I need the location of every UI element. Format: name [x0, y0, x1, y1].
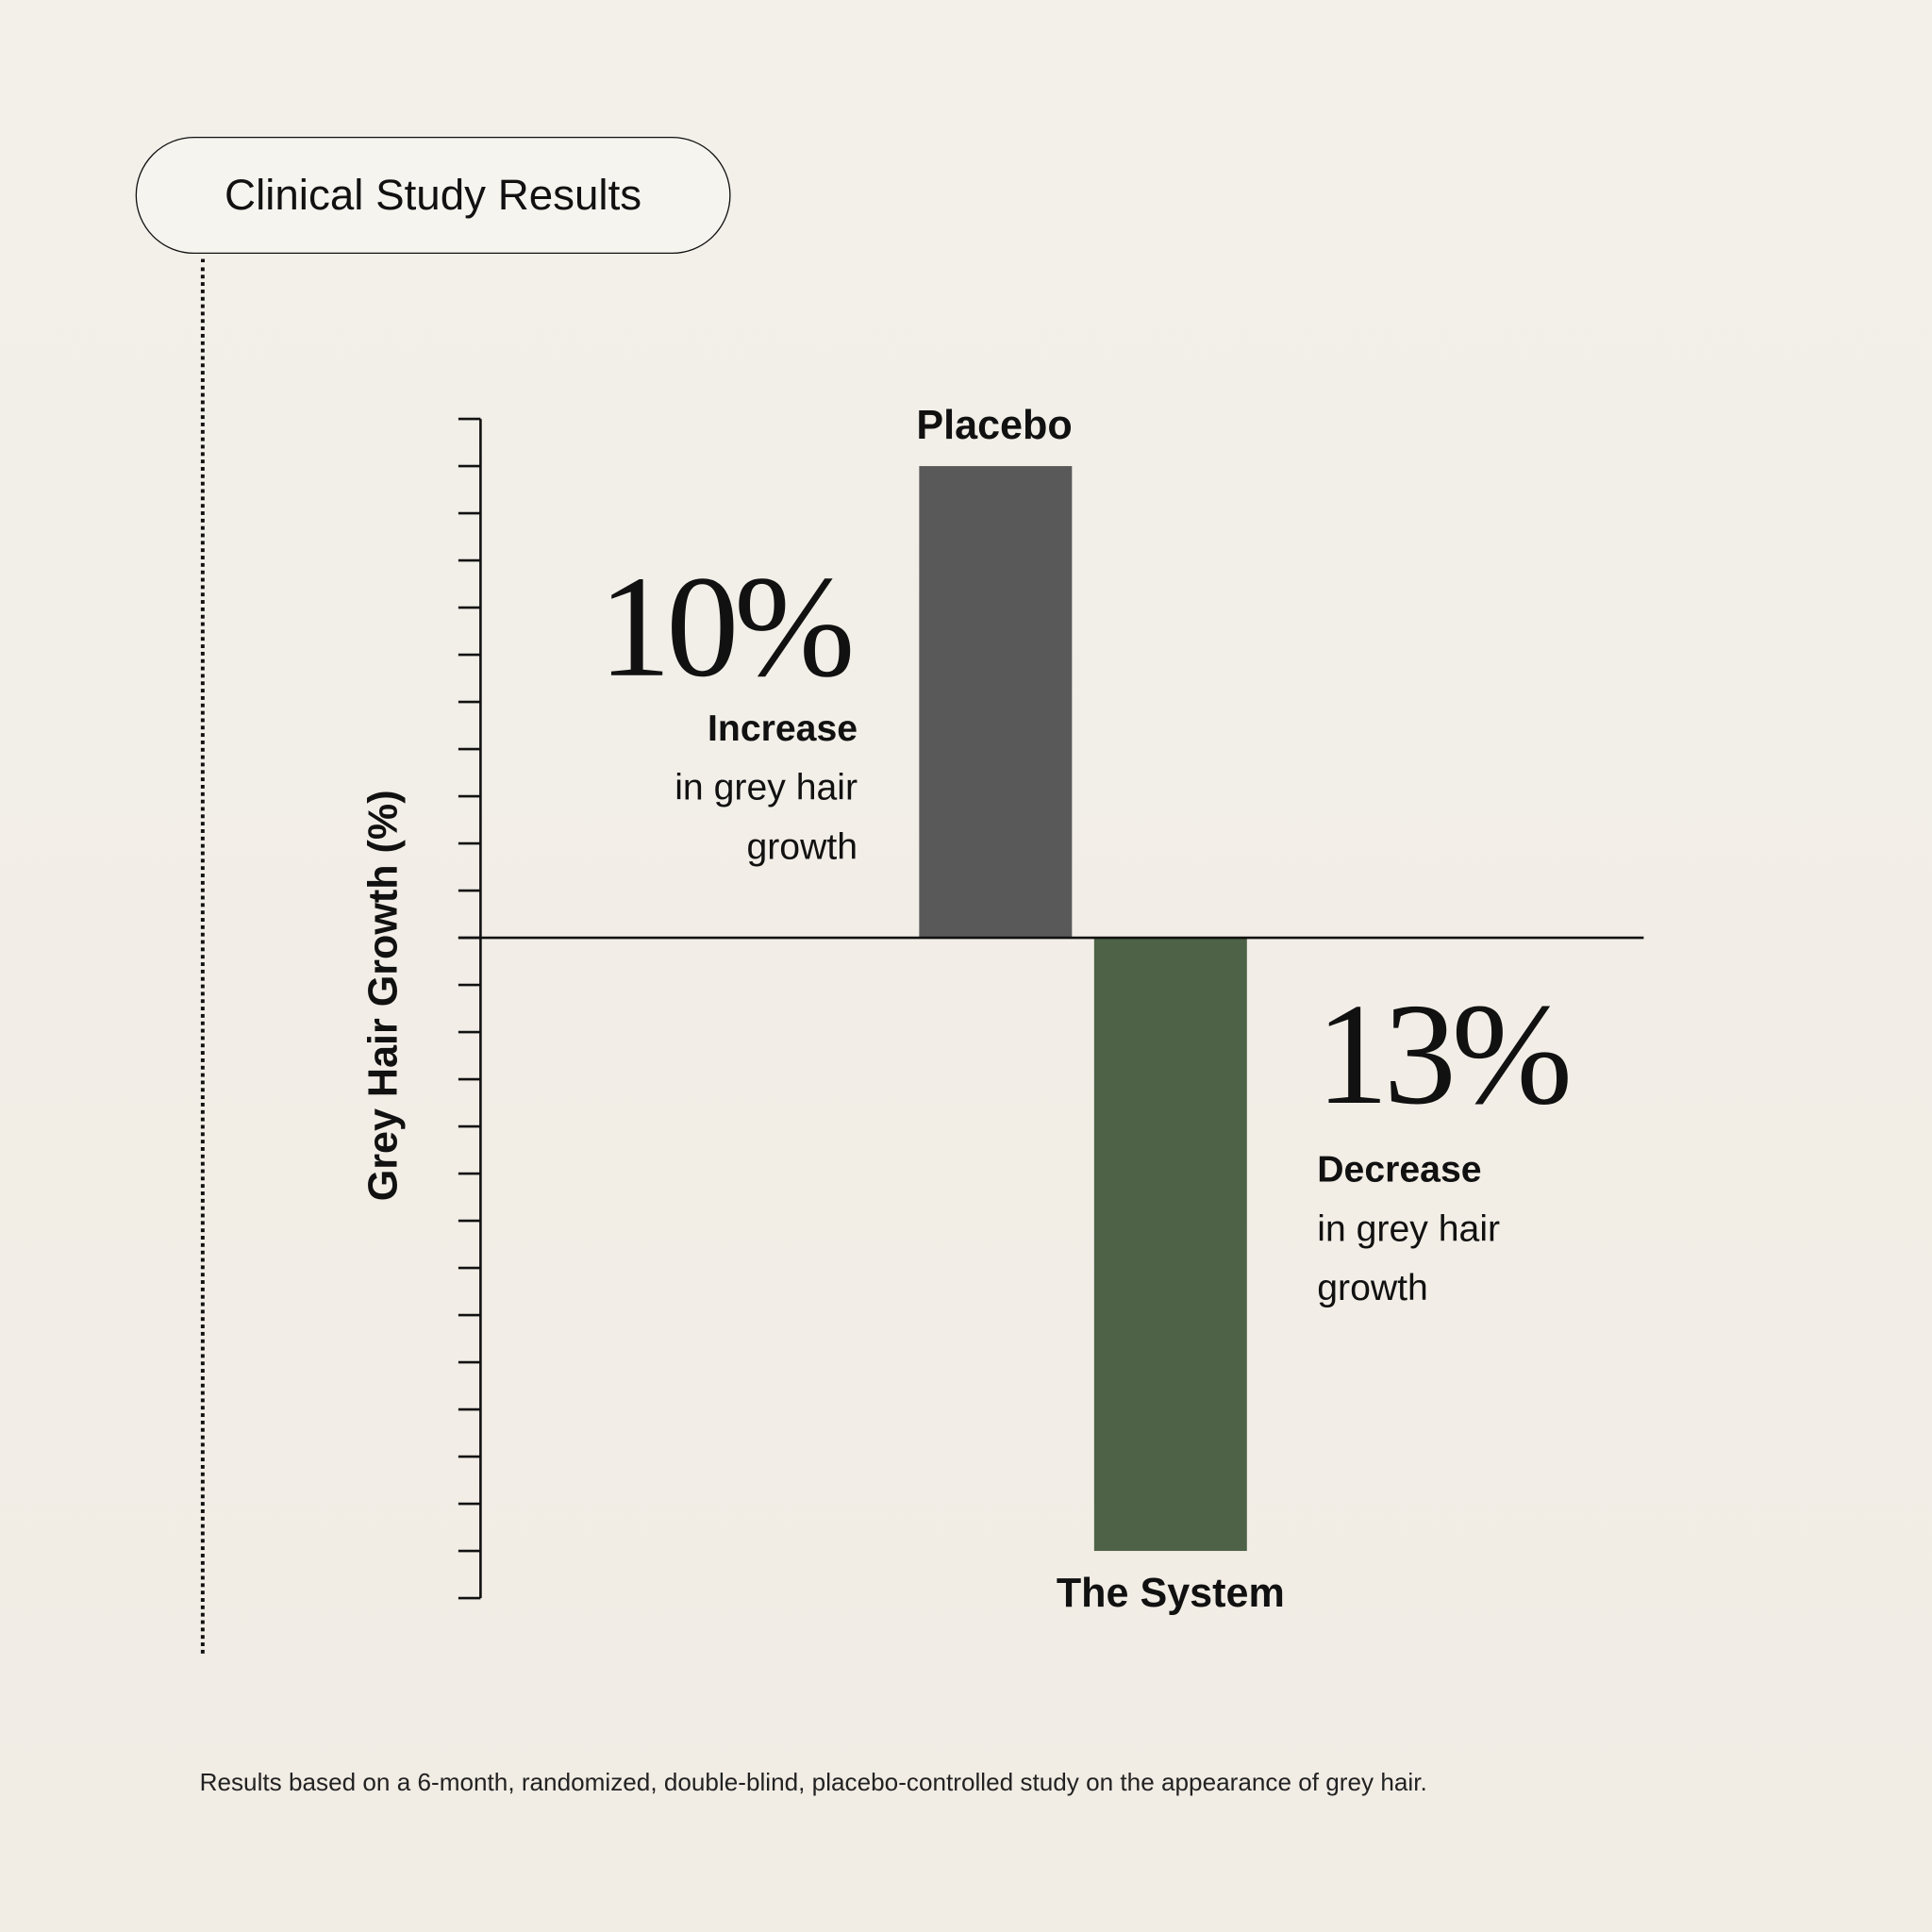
- y-axis-label: Grey Hair Growth (%): [359, 790, 406, 1202]
- bar-placebo: [919, 466, 1073, 939]
- placebo-value: 10%: [598, 545, 855, 708]
- title-badge: Clinical Study Results: [135, 136, 731, 255]
- system-description: Decrease in grey hair growth: [1317, 1141, 1500, 1318]
- footnote: Results based on a 6-month, randomized, …: [199, 1769, 1427, 1797]
- system-value: 13%: [1315, 973, 1573, 1135]
- bar-the-system: [1093, 938, 1247, 1552]
- category-label-the-system: The System: [1056, 1569, 1285, 1616]
- placebo-headline: Increase: [708, 708, 858, 750]
- placebo-description: Increase in grey hair growth: [675, 700, 858, 877]
- system-desc-line1: in grey hair: [1317, 1208, 1501, 1250]
- system-desc-line2: growth: [1317, 1267, 1428, 1309]
- title: Clinical Study Results: [225, 170, 642, 219]
- system-headline: Decrease: [1317, 1149, 1482, 1191]
- dotted-guide-line: [200, 258, 205, 1654]
- placebo-desc-line1: in grey hair: [675, 767, 858, 808]
- placebo-desc-line2: growth: [746, 826, 858, 868]
- category-label-placebo: Placebo: [916, 401, 1073, 448]
